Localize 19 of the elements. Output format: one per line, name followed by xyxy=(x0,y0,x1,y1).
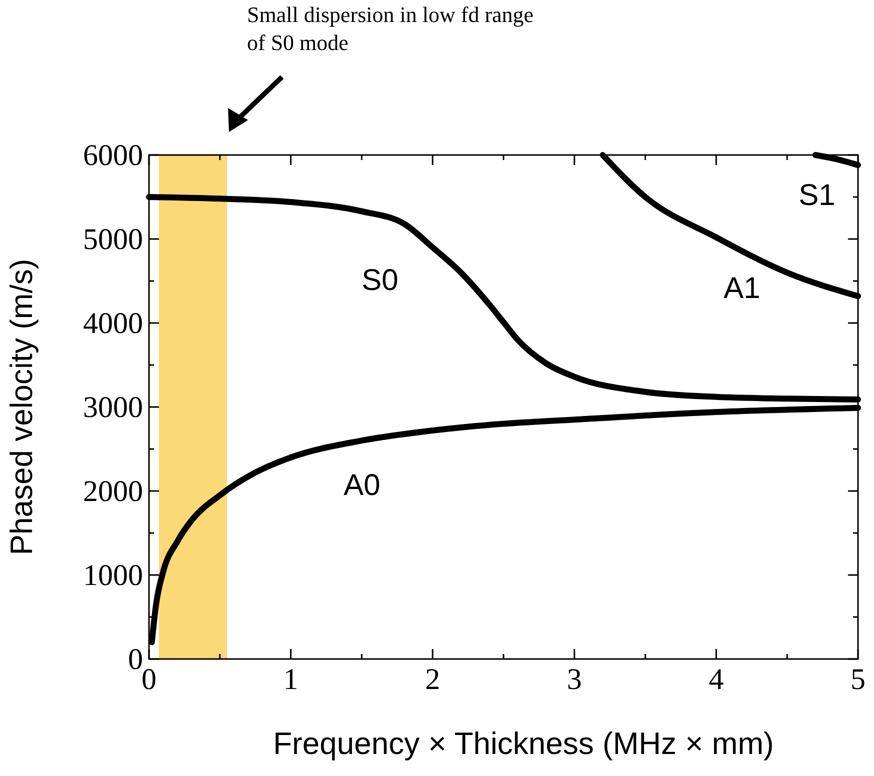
y-tick-label: 1000 xyxy=(83,559,143,592)
annotation: A0 xyxy=(344,468,380,502)
x-tick-label: 4 xyxy=(708,663,724,696)
y-tick-label: 4000 xyxy=(83,307,143,340)
x-axis-title: Frequency × Thickness (MHz × mm) xyxy=(273,726,774,761)
annotation: S1 xyxy=(798,178,836,212)
x-tick-label: 5 xyxy=(850,663,866,696)
x-tick-label: 3 xyxy=(566,663,582,696)
x-tick-label: 1 xyxy=(283,663,298,696)
y-tick-label: 6000 xyxy=(83,139,143,172)
y-tick-label: 3000 xyxy=(83,391,143,424)
x-tick-label: 2 xyxy=(425,663,440,696)
annotation: S0 xyxy=(362,264,398,297)
y-axis-title: Phased velocity (m/s) xyxy=(4,258,39,556)
text: Small dispersion in low fd range of S0 mode xyxy=(247,2,534,55)
y-tick-label: 2000 xyxy=(83,475,143,508)
y-tick-label: 0 xyxy=(128,643,143,676)
y-tick-label: 5000 xyxy=(83,223,143,256)
annotation: A1 xyxy=(724,272,760,305)
